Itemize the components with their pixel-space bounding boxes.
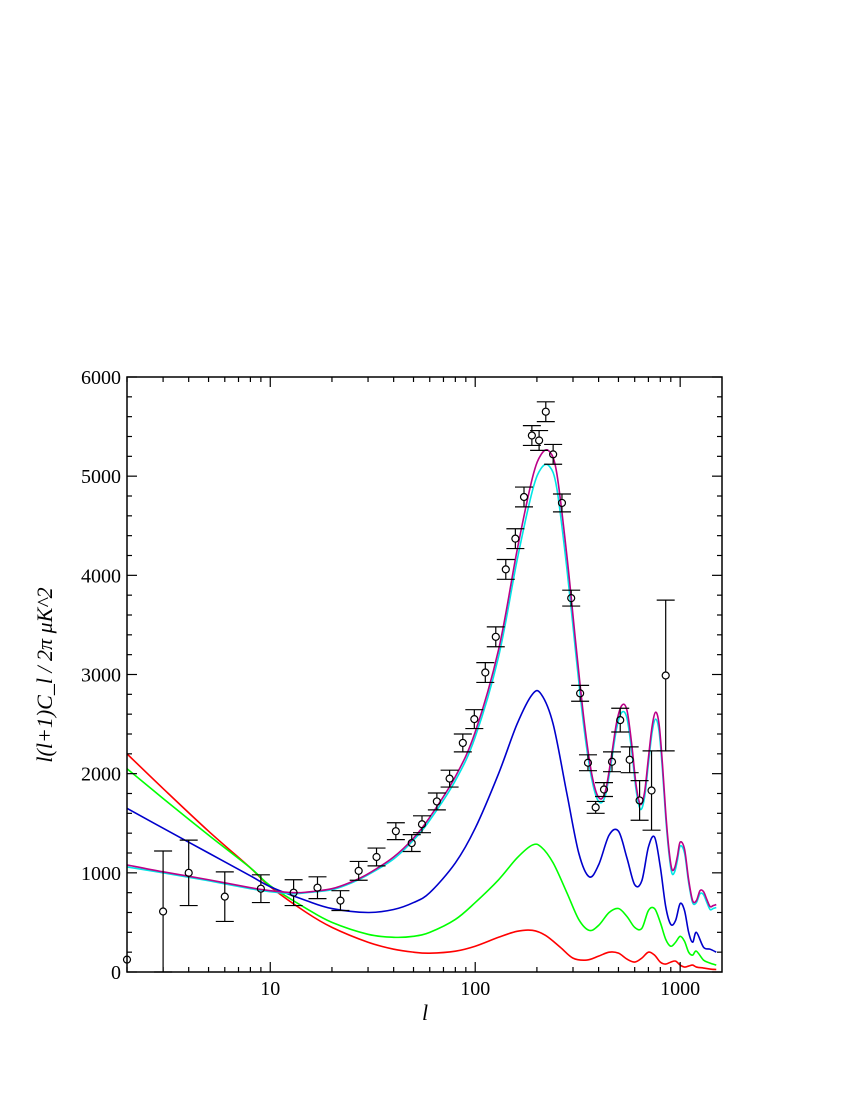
data-point [562,589,581,607]
y-tick-label: 5000 [81,466,121,488]
point-marker [661,671,670,680]
data-point [571,684,590,702]
data-point [586,800,605,814]
data-point [427,792,446,811]
y-tick-label: 4000 [81,565,121,587]
y-tick-label: 2000 [81,764,121,786]
data-point [578,754,597,772]
ticks-layer [126,376,722,973]
point-marker [220,892,229,901]
data-point [154,850,173,973]
data-point [215,871,234,923]
point-marker [354,866,363,875]
x-axis-label: l [422,1000,428,1025]
point-marker [583,758,593,767]
point-marker [336,896,345,905]
point-marker [519,492,529,502]
data-point [402,834,421,853]
data-point [603,751,622,773]
data-point [656,599,675,752]
data-point [642,750,661,831]
y-tick-label: 6000 [81,367,121,389]
point-marker [481,668,490,677]
series-line-2 [127,768,717,966]
data-point [486,626,505,648]
data-point [522,424,541,447]
series-line-4 [127,463,717,911]
x-tick-label: 1000 [660,978,700,1000]
data-point [331,890,350,912]
data-point [496,558,515,580]
series-layer [127,448,717,971]
data-point [536,401,555,423]
data-point [284,879,303,907]
point-marker [391,827,400,836]
point-marker [576,689,585,698]
data-point [251,874,270,904]
point-marker [470,715,479,724]
data-point [453,733,472,753]
data-point [552,493,571,513]
point-marker [591,803,600,812]
point-marker [289,888,298,897]
data-point [630,780,649,821]
x-tick-label: 10 [260,978,280,1000]
y-axis-label: l(l+1)C_l / 2π μK^2 [32,587,57,762]
data-point [514,486,533,508]
tick-labels-layer: 0 1000 2000 3000 4000 5000 6000 10 100 1000 [81,367,700,1000]
point-marker [313,883,322,892]
point-marker [501,565,510,574]
point-marker [616,716,625,725]
data-point [620,746,639,774]
data-point [465,709,484,730]
data-points-layer [122,401,675,973]
point-marker [567,594,576,603]
x-tick-label: 100 [460,978,490,1000]
point-marker [458,738,467,748]
point-marker [535,436,544,445]
point-marker [625,755,634,764]
data-point [506,528,525,550]
point-marker [432,797,441,806]
point-marker [557,498,567,508]
data-point [367,847,386,867]
point-marker [184,868,193,877]
series-line-3 [127,689,717,953]
y-tick-label: 1000 [81,863,121,885]
point-marker [407,838,416,848]
point-marker [491,632,500,641]
data-point [349,860,368,881]
data-point [611,707,630,733]
data-point [440,769,459,788]
data-point [530,429,549,451]
point-marker [372,852,381,862]
point-marker [158,907,168,916]
point-marker [527,431,536,440]
data-point [476,661,495,684]
point-marker [635,796,644,805]
data-point [412,815,431,834]
y-tick-label: 3000 [81,665,121,687]
point-marker [445,774,454,783]
point-marker [511,534,520,543]
series-line-1 [127,753,717,971]
data-point [308,876,327,900]
point-marker [647,786,656,795]
point-marker [599,785,609,794]
point-marker [549,450,558,459]
y-tick-label: 0 [111,962,121,984]
point-marker [256,884,265,893]
point-marker [541,407,550,416]
data-point [179,839,198,907]
point-marker [417,820,427,829]
data-point [386,822,405,841]
data-point [544,443,563,465]
point-marker [607,757,617,766]
data-point [595,781,614,798]
